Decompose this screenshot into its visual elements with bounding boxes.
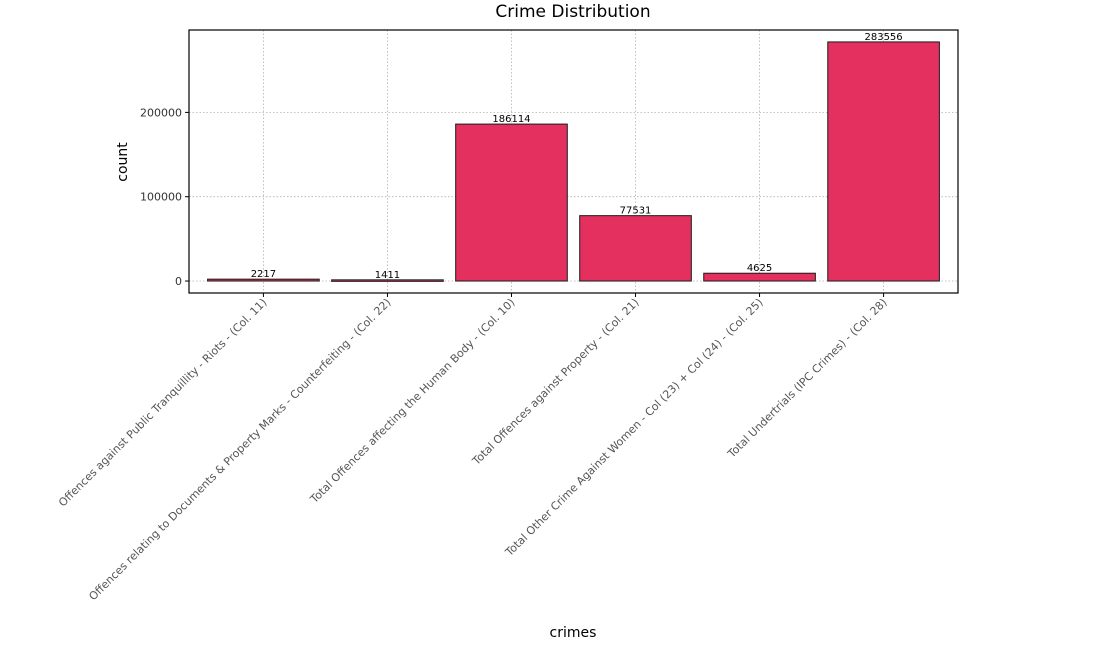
bar bbox=[207, 278, 320, 282]
y-tick-label: 100000 bbox=[140, 191, 182, 204]
bar bbox=[703, 272, 816, 282]
x-axis-ticks: Offences against Public Tranquillity - R… bbox=[56, 293, 890, 603]
x-axis-label: crimes bbox=[550, 625, 597, 641]
y-tick-label: 0 bbox=[175, 275, 182, 288]
data-label-layer: 2217 1411 186114 77531 4625 283556 bbox=[251, 32, 903, 281]
plot-frame bbox=[188, 29, 959, 294]
data-label: 186114 bbox=[492, 114, 530, 125]
x-tick-label: Total Other Crime Against Women - Col (2… bbox=[502, 296, 766, 560]
x-tick-label: Offences against Public Tranquillity - R… bbox=[56, 296, 269, 509]
data-label: 4625 bbox=[747, 263, 772, 274]
data-label: 283556 bbox=[864, 32, 902, 43]
chart-title: Crime Distribution bbox=[495, 2, 650, 22]
data-label: 2217 bbox=[251, 269, 276, 280]
bar bbox=[579, 215, 692, 282]
y-axis-ticks: 0 100000 200000 bbox=[140, 106, 189, 288]
bar bbox=[827, 41, 940, 282]
x-tick-label: Offences relating to Documents & Propert… bbox=[86, 296, 393, 603]
y-axis-label: count bbox=[115, 142, 131, 182]
bar-layer bbox=[207, 41, 940, 282]
x-tick-label: Total Offences affecting the Human Body … bbox=[307, 296, 517, 506]
bar bbox=[331, 279, 444, 282]
bar bbox=[455, 123, 568, 282]
data-label: 1411 bbox=[375, 270, 400, 281]
data-label: 77531 bbox=[620, 206, 652, 217]
y-tick-label: 200000 bbox=[140, 106, 182, 119]
